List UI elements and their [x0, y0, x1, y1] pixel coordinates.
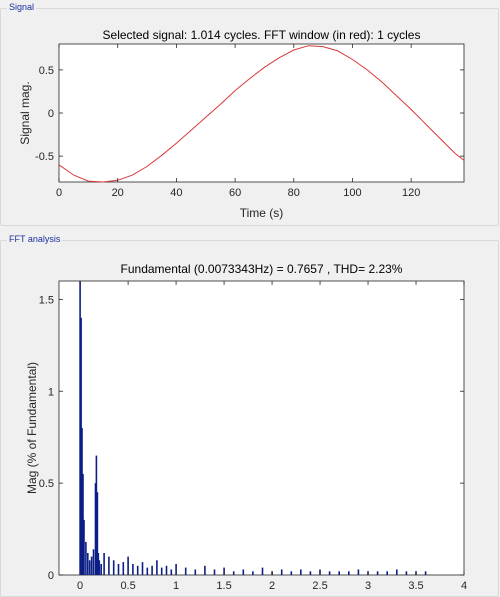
signal-xtick-label: 120	[402, 187, 420, 199]
signal-xtick-label: 60	[229, 187, 241, 199]
fft-bar	[376, 571, 379, 575]
fft-bar	[94, 483, 97, 575]
signal-xtick-label: 80	[288, 187, 300, 199]
fft-bar	[88, 560, 91, 575]
fft-bar	[127, 556, 129, 575]
fft-xtick-label: 3	[365, 580, 371, 592]
fft-bar	[386, 571, 388, 575]
fft-chart-title: Fundamental (0.0073343Hz) = 0.7657 , THD…	[121, 262, 403, 276]
fft-bar	[160, 567, 163, 575]
fft-bar	[151, 565, 153, 575]
fft-bar	[242, 569, 245, 575]
signal-x-axis-label: Time (s)	[240, 206, 284, 220]
fft-ytick-label: 0.5	[39, 478, 54, 490]
fft-bar	[117, 564, 120, 575]
fft-bar	[90, 556, 93, 575]
fft-bar	[252, 571, 254, 575]
fft-xtick-label: 3.5	[408, 580, 423, 592]
fft-bar	[170, 569, 173, 575]
signal-xtick-label: 0	[56, 187, 62, 199]
fft-y-axis-label: Mag (% of Fundamental)	[25, 362, 39, 494]
signal-series-line	[58, 45, 465, 183]
fft-bar	[194, 569, 197, 575]
fft-bar	[348, 571, 350, 575]
fft-bar	[184, 567, 187, 575]
signal-ytick-label: 0	[48, 108, 54, 120]
fft-panel-title: FFT analysis	[7, 234, 63, 244]
fft-plot-area	[58, 280, 465, 576]
fft-bar	[141, 562, 144, 575]
fft-bar	[85, 541, 87, 575]
fft-bar	[97, 553, 100, 575]
fft-bar	[96, 492, 99, 575]
fft-bar	[424, 571, 427, 575]
fft-bar	[405, 571, 408, 575]
fft-bar	[156, 560, 158, 575]
fft-bar	[79, 281, 81, 575]
signal-plot-area	[58, 43, 465, 183]
fft-bar	[175, 564, 177, 575]
fft-bar	[108, 556, 110, 575]
fft-bar	[165, 565, 168, 575]
fft-bar	[100, 564, 102, 575]
fft-bar	[81, 428, 83, 575]
fft-bar	[82, 473, 84, 575]
signal-panel-title: Signal	[7, 2, 37, 12]
signal-xtick-label: 20	[112, 187, 124, 199]
fft-bar	[92, 549, 95, 575]
fft-bar	[328, 571, 331, 575]
fft-bar	[103, 553, 105, 575]
fft-bar	[232, 571, 235, 575]
fft-bar	[83, 519, 85, 575]
fft-bar	[136, 565, 139, 575]
fft-bar	[204, 565, 206, 575]
fft-bar	[309, 571, 312, 575]
fft-bar	[213, 569, 216, 575]
fft-xtick-label: 1.5	[216, 580, 231, 592]
fft-bar	[122, 562, 125, 575]
fft-bar	[87, 553, 89, 575]
fft-ytick-label: 0	[48, 570, 54, 582]
fft-bar	[280, 569, 283, 575]
fft-bar	[261, 567, 264, 575]
fft-bar	[396, 569, 398, 575]
fft-xtick-label: 2	[269, 580, 275, 592]
fft-ytick-label: 1	[48, 386, 54, 398]
fft-xtick-label: 1	[173, 580, 179, 592]
fft-bar	[98, 560, 101, 575]
signal-ytick-label: -0.5	[35, 151, 54, 163]
fft-bar	[338, 571, 340, 575]
signal-xtick-label: 40	[170, 187, 182, 199]
fft-bar	[146, 567, 149, 575]
fft-xtick-label: 0	[77, 580, 83, 592]
fft-bar	[132, 564, 134, 575]
fft-bar	[290, 571, 293, 575]
signal-chart-title: Selected signal: 1.014 cycles. FFT windo…	[103, 28, 421, 42]
fft-bar	[80, 317, 82, 575]
fft-xtick-label: 0.5	[120, 580, 135, 592]
signal-y-axis-label: Signal mag.	[18, 81, 32, 144]
fft-xtick-label: 2.5	[312, 580, 327, 592]
fft-bar	[95, 455, 98, 575]
signal-ytick-label: 0.5	[39, 65, 54, 77]
fft-bar	[112, 560, 115, 575]
fft-bar	[357, 569, 360, 575]
fft-bar	[300, 569, 302, 575]
fft-ytick-label: 1.5	[39, 294, 54, 306]
signal-xtick-label: 100	[343, 187, 361, 199]
fft-xtick-label: 4	[461, 580, 467, 592]
